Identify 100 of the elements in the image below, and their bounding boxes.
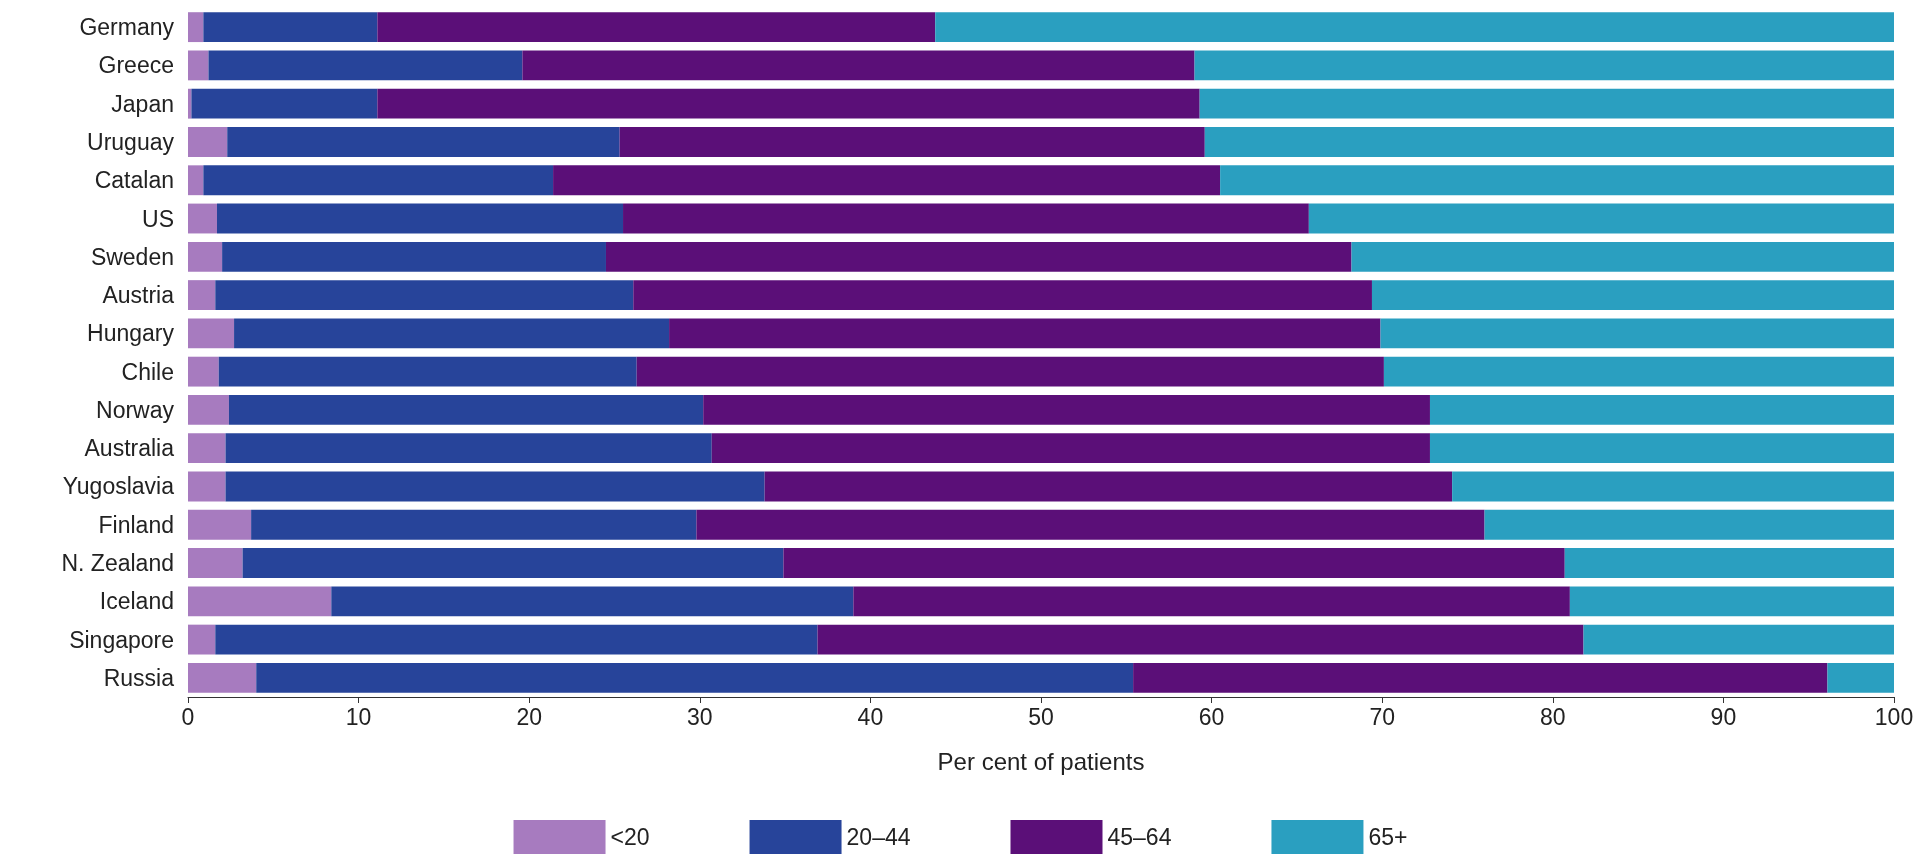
bar — [203, 12, 378, 43]
y-tick-label: Yugoslavia — [62, 473, 175, 500]
bar — [1308, 203, 1894, 234]
y-tick-label: Catalan — [94, 167, 174, 194]
bar — [228, 394, 704, 425]
bar — [522, 50, 1195, 81]
y-tick-label: Sweden — [90, 243, 174, 270]
legend-label: 45–64 — [1107, 824, 1172, 850]
x-tick-label: 30 — [687, 703, 713, 730]
legend-label: <20 — [610, 824, 650, 850]
bar — [188, 318, 235, 349]
x-tick-label: 40 — [857, 703, 884, 730]
bar — [217, 203, 624, 234]
bar — [188, 12, 204, 43]
bar — [669, 318, 1381, 349]
bar — [188, 624, 216, 655]
bar — [853, 586, 1570, 617]
bar — [1371, 280, 1894, 311]
bar — [1380, 318, 1894, 349]
y-tick-label: Greece — [98, 52, 174, 79]
bar — [222, 241, 606, 272]
bar — [188, 433, 226, 464]
bar — [1199, 88, 1894, 119]
bar — [188, 662, 257, 693]
x-tick-label: 50 — [1028, 703, 1054, 730]
bar — [1484, 509, 1894, 540]
bar — [188, 509, 252, 540]
bar — [1429, 394, 1894, 425]
y-tick-label: Singapore — [69, 626, 174, 653]
bar — [1827, 662, 1894, 693]
bar — [188, 241, 223, 272]
x-tick-label: 10 — [345, 703, 372, 730]
y-tick-label: Australia — [84, 435, 175, 462]
x-tick-label: 20 — [516, 703, 542, 730]
bar — [703, 394, 1430, 425]
x-tick-label: 70 — [1369, 703, 1395, 730]
bar — [242, 548, 784, 578]
bar — [188, 356, 219, 387]
bar — [191, 88, 378, 119]
x-tick-label: 60 — [1198, 703, 1225, 730]
bar — [225, 433, 712, 464]
bar — [188, 471, 226, 502]
bar — [1383, 356, 1894, 387]
bar — [208, 50, 523, 81]
bar — [935, 12, 1894, 43]
bar — [1204, 127, 1894, 157]
bar — [1194, 50, 1894, 81]
bar — [251, 509, 697, 540]
y-tick-label: Iceland — [99, 588, 174, 615]
bar — [215, 624, 818, 655]
bar — [188, 165, 204, 196]
bar — [605, 241, 1352, 272]
y-tick-label: Uruguay — [87, 128, 175, 155]
bar — [623, 203, 1309, 234]
bar — [225, 471, 765, 502]
bar — [1452, 471, 1894, 502]
bar — [764, 471, 1453, 502]
bar — [188, 586, 332, 617]
bar — [633, 280, 1372, 311]
y-tick-label: Russia — [103, 664, 175, 691]
y-tick-label: Norway — [96, 396, 175, 423]
y-tick-label: Hungary — [87, 320, 175, 347]
bar — [331, 586, 854, 617]
bar — [188, 50, 209, 81]
bar — [1351, 241, 1894, 272]
legend-label: 65+ — [1368, 824, 1408, 850]
bar — [234, 318, 670, 349]
bar — [1429, 433, 1894, 464]
y-tick-label: Chile — [121, 358, 174, 385]
bar — [1583, 624, 1894, 655]
y-tick-label: Austria — [102, 282, 175, 309]
bar — [256, 662, 1134, 693]
bar — [1569, 586, 1894, 617]
bar — [377, 88, 1200, 119]
x-tick-label: 80 — [1540, 703, 1566, 730]
bar — [227, 127, 620, 157]
bar — [1133, 662, 1828, 693]
x-tick-label: 0 — [181, 703, 195, 730]
bar — [188, 394, 229, 425]
y-tick-label: N. Zealand — [61, 550, 174, 577]
x-tick-label: 100 — [1874, 703, 1914, 730]
bar — [188, 548, 243, 578]
x-axis-title: Per cent of patients — [937, 747, 1145, 775]
legend-label: 20–44 — [846, 824, 911, 850]
bar — [188, 127, 228, 157]
bar — [817, 624, 1584, 655]
bar — [636, 356, 1384, 387]
bar — [188, 280, 216, 311]
y-tick-label: US — [142, 205, 174, 232]
bar — [1564, 548, 1894, 578]
y-tick-label: Japan — [111, 90, 174, 117]
bar — [203, 165, 554, 196]
bar — [1220, 165, 1894, 196]
bar — [377, 12, 936, 43]
y-tick-label: Finland — [98, 511, 174, 538]
bar — [619, 127, 1205, 157]
bar — [215, 280, 634, 311]
bar — [188, 203, 217, 234]
bar — [218, 356, 637, 387]
y-tick-label: Germany — [79, 14, 175, 41]
